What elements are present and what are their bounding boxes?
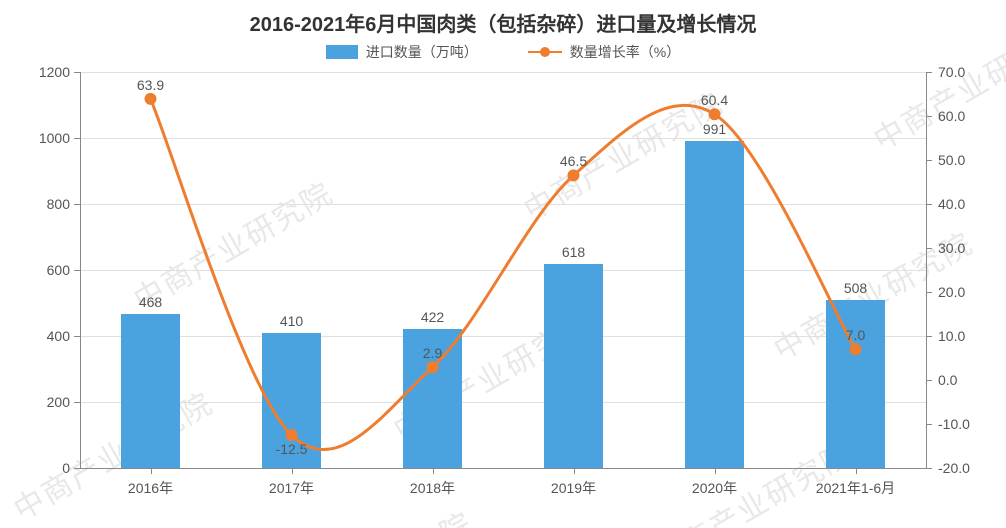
growth-line-marker <box>286 429 298 441</box>
legend-line-swatch <box>528 45 562 59</box>
y-left-tick-label: 800 <box>10 196 70 212</box>
growth-line-marker <box>145 93 157 105</box>
y-right-tick-label: 0.0 <box>938 372 957 388</box>
growth-line-marker <box>850 343 862 355</box>
x-tick-label: 2020年 <box>692 478 737 498</box>
y-left-tick-label: 1200 <box>10 64 70 80</box>
legend-line-marker <box>540 47 550 57</box>
legend-line-label: 数量增长率（%） <box>570 42 680 62</box>
y-left-tick-label: 400 <box>10 328 70 344</box>
legend: 进口数量（万吨） 数量增长率（%） <box>0 42 1006 62</box>
x-tick <box>856 468 857 474</box>
legend-bar-label: 进口数量（万吨） <box>366 42 478 62</box>
growth-line <box>80 72 926 468</box>
growth-line-marker <box>427 361 439 373</box>
legend-bar-swatch <box>326 45 358 59</box>
chart-container: 2016-2021年6月中国肉类（包括杂碎）进口量及增长情况 进口数量（万吨） … <box>0 0 1006 528</box>
legend-item-bars: 进口数量（万吨） <box>326 42 478 62</box>
y-right-tick-label: 40.0 <box>938 196 965 212</box>
y-left-tick-label: 200 <box>10 394 70 410</box>
y-left-tick-label: 1000 <box>10 130 70 146</box>
growth-value-label: 60.4 <box>701 92 728 108</box>
plot-area: 中商产业研究院中商产业研究院中商产业研究院中商产业研究院中商产业研究院中商产业研… <box>80 72 926 468</box>
growth-line-path <box>151 99 856 450</box>
y-left-tick-label: 600 <box>10 262 70 278</box>
x-tick-label: 2021年1-6月 <box>816 478 895 498</box>
y-right-tick-label: 60.0 <box>938 108 965 124</box>
y-right-tick-label: 20.0 <box>938 284 965 300</box>
y-axis-right <box>926 72 927 468</box>
y-right-tick-label: -20.0 <box>938 460 970 476</box>
chart-title: 2016-2021年6月中国肉类（包括杂碎）进口量及增长情况 <box>0 8 1006 37</box>
growth-value-label: -12.5 <box>276 441 308 457</box>
x-tick <box>292 468 293 474</box>
x-tick-label: 2017年 <box>269 478 314 498</box>
watermark: 中商产业研究院 <box>264 499 480 528</box>
growth-value-label: 46.5 <box>560 153 587 169</box>
x-tick <box>151 468 152 474</box>
x-axis <box>80 468 926 469</box>
y-right-tick-label: 70.0 <box>938 64 965 80</box>
x-tick-label: 2018年 <box>410 478 455 498</box>
growth-value-label: 63.9 <box>137 77 164 93</box>
y-right-tick <box>926 468 932 469</box>
y-right-tick-label: 10.0 <box>938 328 965 344</box>
x-tick <box>433 468 434 474</box>
x-tick-label: 2016年 <box>128 478 173 498</box>
x-tick <box>574 468 575 474</box>
growth-value-label: 2.9 <box>423 345 442 361</box>
y-right-tick-label: 30.0 <box>938 240 965 256</box>
growth-value-label: 7.0 <box>846 327 865 343</box>
x-tick-label: 2019年 <box>551 478 596 498</box>
y-right-tick-label: 50.0 <box>938 152 965 168</box>
legend-item-line: 数量增长率（%） <box>528 42 680 62</box>
growth-line-marker <box>709 108 721 120</box>
growth-line-marker <box>568 169 580 181</box>
y-left-tick-label: 0 <box>10 460 70 476</box>
y-right-tick-label: -10.0 <box>938 416 970 432</box>
x-tick <box>715 468 716 474</box>
